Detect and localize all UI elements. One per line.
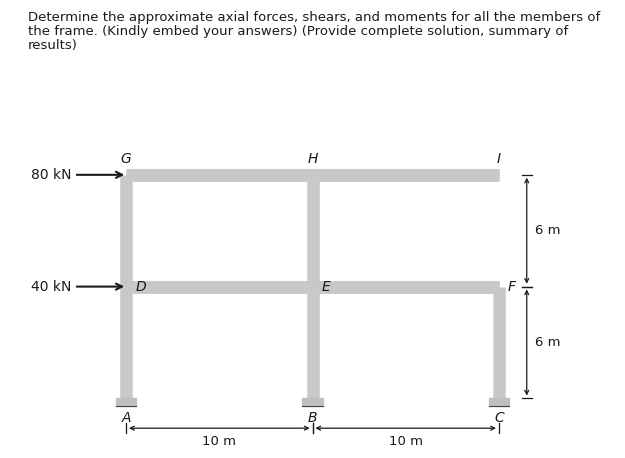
Text: D: D — [136, 279, 146, 294]
Text: I: I — [497, 152, 501, 165]
Text: C: C — [494, 411, 504, 425]
Text: 40 kN: 40 kN — [31, 279, 71, 294]
Text: results): results) — [28, 39, 78, 52]
Text: 10 m: 10 m — [202, 435, 236, 448]
Text: 6 m: 6 m — [535, 224, 561, 237]
Text: H: H — [308, 152, 318, 165]
Text: B: B — [308, 411, 318, 425]
Bar — [116, 398, 136, 406]
Text: the frame. (Kindly embed your answers) (Provide complete solution, summary of: the frame. (Kindly embed your answers) (… — [28, 25, 568, 38]
Text: F: F — [508, 279, 516, 294]
Bar — [489, 398, 509, 406]
Text: A: A — [121, 411, 131, 425]
Text: 80 kN: 80 kN — [31, 168, 71, 182]
Text: Determine the approximate axial forces, shears, and moments for all the members : Determine the approximate axial forces, … — [28, 11, 601, 24]
Bar — [302, 398, 322, 406]
Text: E: E — [322, 279, 331, 294]
Text: 10 m: 10 m — [389, 435, 422, 448]
Text: 6 m: 6 m — [535, 336, 561, 349]
Text: G: G — [121, 152, 132, 165]
